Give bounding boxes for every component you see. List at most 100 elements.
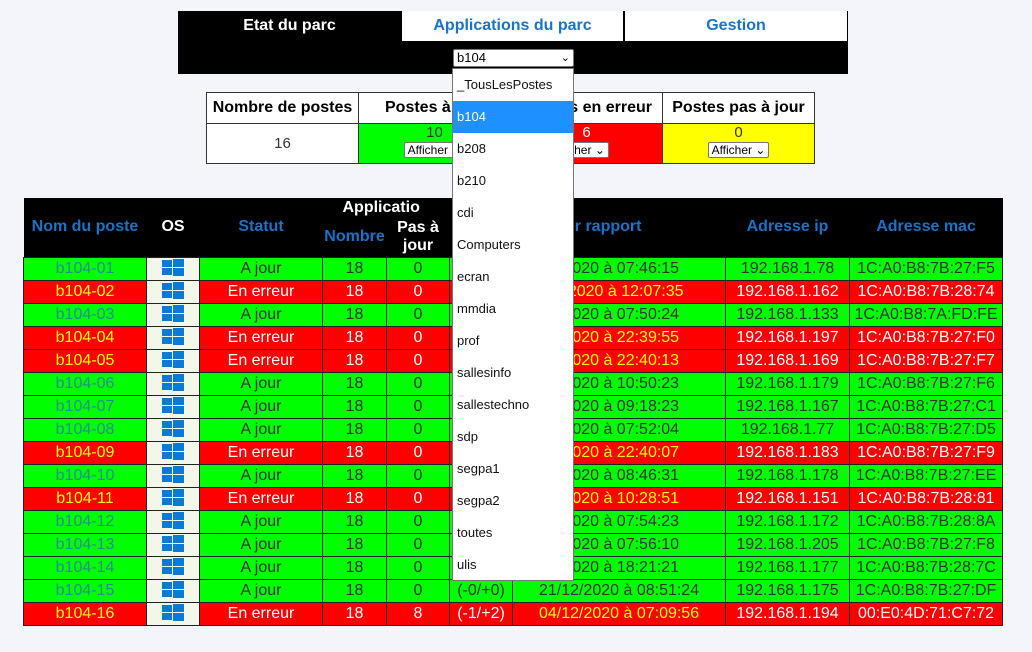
column-header-pas-a-jour[interactable]: Pas à jour xyxy=(386,218,450,257)
app-count-cell: 18 xyxy=(322,578,387,603)
table-row: b104-11 En erreur 18 0/2020 à 10:28:51 192.1… xyxy=(23,486,1004,511)
os-cell xyxy=(146,325,200,350)
dropdown-option-prof[interactable]: prof xyxy=(457,333,480,348)
status-cell: A jour xyxy=(199,509,323,534)
last-report-cell: 21/12/2020 à 08:51:24 xyxy=(512,578,727,603)
os-cell xyxy=(146,440,200,465)
ip-address-cell: 192.168.1.177 xyxy=(725,555,851,580)
os-cell xyxy=(146,371,200,396)
column-header-ip[interactable]: Adresse ip xyxy=(725,198,850,257)
app-count-cell: 18 xyxy=(322,394,387,419)
afficher-pas-a-jour-select[interactable]: Afficher ⌄ xyxy=(707,142,770,158)
windows-icon xyxy=(162,259,184,277)
column-header-nombre[interactable]: Nombre xyxy=(322,218,387,257)
apps-outdated-cell: 0 xyxy=(386,279,450,304)
dropdown-option-sallesinfo[interactable]: sallesinfo xyxy=(457,365,512,380)
os-cell xyxy=(146,555,200,580)
dropdown-option-b104[interactable]: b104 xyxy=(453,101,573,133)
host-name-cell[interactable]: b104-09 xyxy=(23,440,147,465)
host-name-cell[interactable]: b104-03 xyxy=(23,302,147,327)
apps-outdated-cell: 0 xyxy=(386,348,450,373)
host-name-cell[interactable]: b104-02 xyxy=(23,279,147,304)
dropdown-option-sdp[interactable]: sdp xyxy=(457,429,478,444)
parc-select-value: b104 xyxy=(457,50,486,65)
mac-address-cell: 1C:A0:B8:7B:27:D5 xyxy=(849,417,1004,442)
host-name-cell[interactable]: b104-10 xyxy=(23,463,147,488)
host-name-cell[interactable]: b104-12 xyxy=(23,509,147,534)
app-count-cell: 18 xyxy=(322,601,387,626)
mac-address-cell: 1C:A0:B8:7A:FD:FE xyxy=(849,302,1004,327)
status-cell: A jour xyxy=(199,417,323,442)
dropdown-option-b208[interactable]: b208 xyxy=(457,141,486,156)
column-header-mac[interactable]: Adresse mac xyxy=(849,198,1003,257)
status-cell: A jour xyxy=(199,302,323,327)
app-count-cell: 18 xyxy=(322,440,387,465)
os-cell xyxy=(146,348,200,373)
ip-address-cell: 192.168.1.183 xyxy=(725,440,851,465)
apps-delta-cell: (-1/+2) xyxy=(448,601,514,626)
host-name-cell[interactable]: b104-06 xyxy=(23,371,147,396)
apps-outdated-cell: 0 xyxy=(386,509,450,534)
mac-address-cell: 1C:A0:B8:7B:28:74 xyxy=(849,279,1004,304)
ip-address-cell: 192.168.1.169 xyxy=(725,348,851,373)
apps-outdated-cell: 0 xyxy=(386,417,450,442)
column-header-statut[interactable]: Statut xyxy=(199,198,323,257)
apps-outdated-cell: 8 xyxy=(386,601,450,626)
status-cell: En erreur xyxy=(199,279,323,304)
dropdown-option-ecran[interactable]: ecran xyxy=(457,269,490,284)
parc-dropdown-list: _TousLesPostes b104 b208 b210 cdi Computers ec… xyxy=(452,68,574,581)
dropdown-option-ulis[interactable]: ulis xyxy=(457,557,477,572)
windows-icon xyxy=(162,535,184,553)
column-header-nom[interactable]: Nom du poste xyxy=(23,198,147,257)
dropdown-option-computers[interactable]: Computers xyxy=(457,237,521,252)
dropdown-option-segpa1[interactable]: segpa1 xyxy=(457,461,500,476)
parc-select[interactable]: b104 ⌄ xyxy=(453,49,574,67)
dropdown-option-mmdia[interactable]: mmdia xyxy=(457,301,497,316)
apps-outdated-cell: 0 xyxy=(386,394,450,419)
dropdown-option-b210[interactable]: b210 xyxy=(457,173,486,188)
apps-outdated-cell: 0 xyxy=(386,302,450,327)
windows-icon xyxy=(162,328,184,346)
windows-icon xyxy=(162,305,184,323)
ip-address-cell: 192.168.1.151 xyxy=(725,486,851,511)
ip-address-cell: 192.168.1.179 xyxy=(725,371,851,396)
os-cell xyxy=(146,463,200,488)
app-count-cell: 18 xyxy=(322,509,387,534)
dropdown-option-cdi[interactable]: cdi xyxy=(457,205,474,220)
table-row: b104-15 A jour 18 0 (-0/+0) 21/12/2020 à 08:5… xyxy=(23,578,1004,603)
mac-address-cell: 1C:A0:B8:7B:27:F7 xyxy=(849,348,1004,373)
windows-icon xyxy=(162,466,184,484)
host-name-cell[interactable]: b104-14 xyxy=(23,555,147,580)
ip-address-cell: 192.168.1.172 xyxy=(725,509,851,534)
apps-outdated-cell: 0 xyxy=(386,463,450,488)
host-name-cell[interactable]: b104-13 xyxy=(23,532,147,557)
os-cell xyxy=(146,509,200,534)
table-row: b104-16 En erreur 18 8 (-1/+2) 04/12/2020 à 0… xyxy=(23,601,1004,626)
app-count-cell: 18 xyxy=(322,325,387,350)
status-cell: A jour xyxy=(199,371,323,396)
host-name-cell[interactable]: b104-04 xyxy=(23,325,147,350)
tab-applications-du-parc[interactable]: Applications du parc xyxy=(401,11,624,42)
os-cell xyxy=(146,279,200,304)
windows-icon xyxy=(162,489,184,507)
host-name-cell[interactable]: b104-05 xyxy=(23,348,147,373)
dropdown-option-touslespostes[interactable]: _TousLesPostes xyxy=(457,77,553,92)
os-cell xyxy=(146,532,200,557)
status-cell: A jour xyxy=(199,532,323,557)
host-name-cell[interactable]: b104-15 xyxy=(23,578,147,603)
host-name-cell[interactable]: b104-01 xyxy=(23,256,147,281)
windows-icon xyxy=(162,420,184,438)
tab-etat-du-parc[interactable]: Etat du parc xyxy=(178,11,401,42)
dropdown-option-sallestechno[interactable]: sallestechno xyxy=(457,397,530,412)
dropdown-option-toutes[interactable]: toutes xyxy=(457,525,493,540)
dropdown-option-segpa2[interactable]: segpa2 xyxy=(457,493,500,508)
ip-address-cell: 192.168.1.194 xyxy=(725,601,851,626)
status-cell: A jour xyxy=(199,463,323,488)
host-name-cell[interactable]: b104-11 xyxy=(23,486,147,511)
host-name-cell[interactable]: b104-16 xyxy=(23,601,147,626)
tab-gestion[interactable]: Gestion xyxy=(624,11,848,42)
host-name-cell[interactable]: b104-08 xyxy=(23,417,147,442)
host-name-cell[interactable]: b104-07 xyxy=(23,394,147,419)
mac-address-cell: 1C:A0:B8:7B:28:8A xyxy=(849,509,1004,534)
apps-outdated-cell: 0 xyxy=(386,486,450,511)
